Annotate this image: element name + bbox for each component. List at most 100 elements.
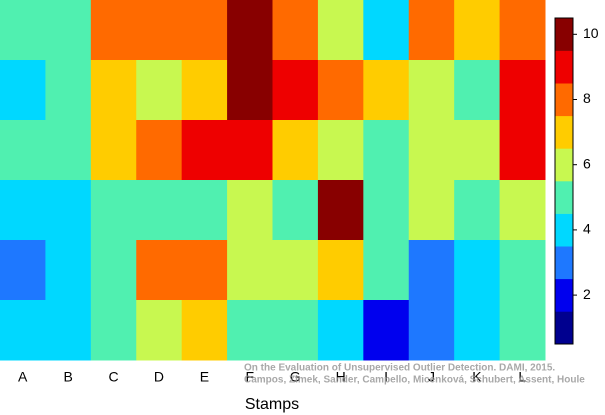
- heatmap-cell: [317, 0, 364, 61]
- x-tick-label: L: [518, 369, 526, 385]
- x-tick-label: B: [63, 369, 72, 385]
- heatmap-cell: [45, 180, 92, 241]
- heatmap-cell: [499, 240, 546, 301]
- heatmap-cell: [317, 60, 364, 121]
- x-tick-label: D: [154, 369, 164, 385]
- colorbar-swatch: [555, 83, 573, 117]
- heatmap-cell: [227, 60, 273, 121]
- colorbar-swatch: [555, 246, 573, 280]
- heatmap-cell: [45, 0, 92, 61]
- colorbar-swatch: [555, 278, 573, 312]
- heatmap-cell: [363, 0, 410, 61]
- heatmap-cell: [90, 240, 137, 301]
- heatmap-cell: [499, 0, 546, 61]
- heatmap-cell: [363, 120, 410, 181]
- heatmap-cell: [0, 180, 46, 241]
- heatmap-cell: [227, 120, 273, 181]
- colorbar-swatch: [555, 50, 573, 84]
- heatmap-cell: [181, 300, 228, 361]
- colorbar-tick-label: 8: [583, 90, 591, 106]
- colorbar-tick-label: 4: [583, 221, 591, 237]
- heatmap-cell: [454, 60, 501, 121]
- heatmap-cell: [408, 300, 455, 361]
- heatmap-cell: [181, 60, 228, 121]
- heatmap-cell: [90, 120, 137, 181]
- heatmap-cell: [317, 120, 364, 181]
- heatmap-cell: [136, 300, 183, 361]
- heatmap-cell: [45, 300, 92, 361]
- x-tick-label: G: [290, 369, 301, 385]
- heatmap-cell: [136, 120, 183, 181]
- heatmap-cell: [363, 240, 410, 301]
- x-tick-label: J: [428, 369, 435, 385]
- heatmap-cell: [454, 240, 501, 301]
- heatmap-cell: [408, 120, 455, 181]
- heatmap-cell: [272, 180, 319, 241]
- heatmap-cell: [317, 180, 364, 241]
- heatmap-cell: [136, 0, 183, 61]
- heatmap-cell: [90, 0, 137, 61]
- heatmap-cell: [499, 120, 546, 181]
- heatmap-cell: [272, 300, 319, 361]
- heatmap-cell: [0, 0, 46, 61]
- heatmap-cell: [0, 120, 46, 181]
- heatmap-cell: [272, 60, 319, 121]
- heatmap-cell: [45, 120, 92, 181]
- x-tick-label: I: [384, 369, 388, 385]
- x-tick-label: F: [246, 369, 255, 385]
- heatmap-cell: [45, 60, 92, 121]
- heatmap-cell: [136, 60, 183, 121]
- heatmap-cell: [90, 60, 137, 121]
- heatmap-cell: [272, 240, 319, 301]
- x-tick-label: K: [472, 369, 482, 385]
- heatmap-cell: [181, 120, 228, 181]
- heatmap-cell: [499, 180, 546, 241]
- colorbar-tick-label: 10: [583, 25, 599, 41]
- heatmap-cell: [454, 120, 501, 181]
- x-tick-label: C: [108, 369, 118, 385]
- heatmap-cell: [499, 60, 546, 121]
- colorbar-swatch: [555, 181, 573, 214]
- colorbar-swatch: [555, 18, 573, 51]
- heatmap-cell: [0, 300, 46, 361]
- heatmap-cell: [90, 300, 137, 361]
- heatmap-cell: [408, 180, 455, 241]
- heatmap-cell: [317, 240, 364, 301]
- heatmap-cell: [136, 240, 183, 301]
- colorbar-swatch: [555, 115, 573, 149]
- heatmap-cell: [0, 60, 46, 121]
- heatmap-cell: [227, 180, 273, 241]
- heatmap-cell: [454, 180, 501, 241]
- heatmap-cell: [227, 0, 273, 61]
- heatmap-cell: [363, 60, 410, 121]
- heatmap-cell: [227, 300, 273, 361]
- colorbar-tick-label: 6: [583, 155, 591, 171]
- heatmap-cell: [317, 300, 364, 361]
- x-tick-label: E: [200, 369, 209, 385]
- heatmap-cell: [408, 60, 455, 121]
- heatmap-cell: [0, 240, 46, 301]
- heatmap-cell: [363, 180, 410, 241]
- x-axis-label: Stamps: [245, 396, 299, 413]
- heatmap-cell: [181, 180, 228, 241]
- heatmap-cell: [181, 0, 228, 61]
- heatmap-cell: [454, 0, 501, 61]
- heatmap-cell: [90, 180, 137, 241]
- watermark: Campos, Zimek, Sander, Campello, Micenko…: [244, 375, 585, 386]
- heatmap-cell: [408, 240, 455, 301]
- heatmap-cell: [45, 240, 92, 301]
- heatmap-cell: [227, 240, 273, 301]
- colorbar-swatch: [555, 213, 573, 247]
- x-tick-label: A: [18, 369, 28, 385]
- heatmap-cell: [363, 300, 410, 361]
- heatmap-cell: [499, 300, 546, 361]
- colorbar-swatch: [555, 311, 573, 345]
- heatmap-cell: [454, 300, 501, 361]
- x-tick-label: H: [336, 369, 346, 385]
- heatmap-cell: [272, 120, 319, 181]
- heatmap-cell: [136, 180, 183, 241]
- watermark: On the Evaluation of Unsupervised Outlie…: [244, 363, 555, 374]
- colorbar-swatch: [555, 148, 573, 182]
- heatmap-cell: [181, 240, 228, 301]
